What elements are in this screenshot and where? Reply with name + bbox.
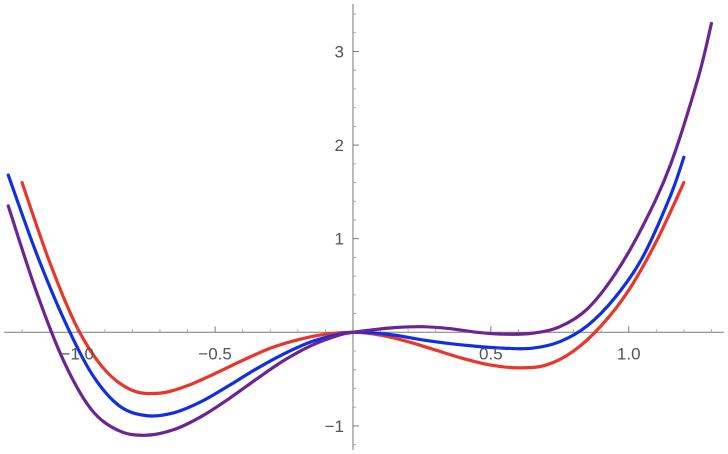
x-tick-label: 1.0	[617, 344, 641, 363]
series-line-3	[6, 21, 714, 437]
series-line-2	[6, 155, 686, 418]
y-tick-label: 1	[335, 230, 344, 249]
y-tick-label: 3	[335, 42, 344, 61]
x-tick-label: −1.0	[60, 344, 94, 363]
x-tick-label: −0.5	[198, 344, 232, 363]
data-series	[6, 21, 714, 437]
tick-labels: −1.0 −0.5 0.5 1.0 −1 1 2 3	[60, 42, 640, 435]
y-tick-label: −1	[325, 417, 344, 436]
y-tick-label: 2	[335, 136, 344, 155]
x-tick-label: 0.5	[479, 344, 503, 363]
major-ticks	[76, 50, 630, 427]
axes	[4, 4, 724, 450]
minor-ticks	[21, 13, 712, 446]
